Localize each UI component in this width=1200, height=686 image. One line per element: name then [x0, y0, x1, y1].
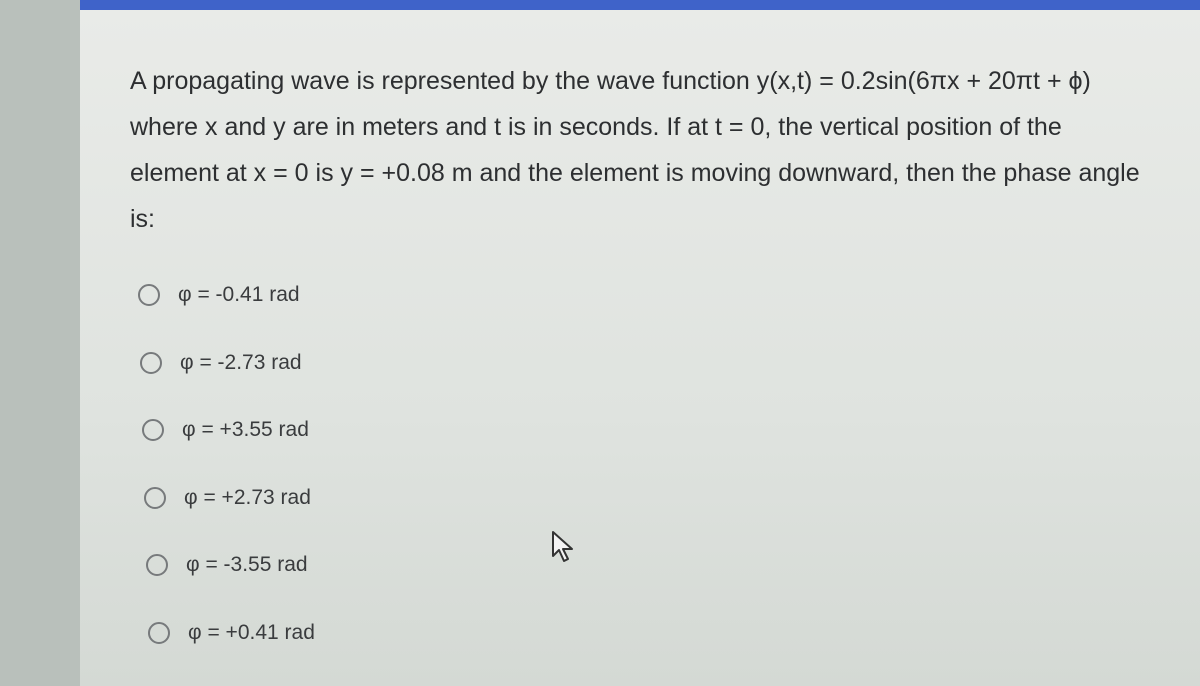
- answer-option[interactable]: φ = -0.41 rad: [138, 280, 300, 310]
- answer-option[interactable]: φ = +3.55 rad: [142, 415, 309, 445]
- option-label[interactable]: φ = -3.55 rad: [186, 553, 308, 576]
- answer-option[interactable]: φ = -3.55 rad: [146, 550, 308, 580]
- option-label[interactable]: φ = +0.41 rad: [188, 620, 315, 644]
- option-label[interactable]: φ = +2.73 rad: [184, 485, 311, 509]
- top-bar: [80, 0, 1200, 10]
- question-card: A propagating wave is represented by the…: [80, 10, 1200, 686]
- option-label[interactable]: φ = +3.55 rad: [182, 418, 309, 441]
- radio-button[interactable]: [144, 486, 166, 509]
- radio-button[interactable]: [140, 351, 162, 374]
- question-text: A propagating wave is represented by the…: [130, 67, 1140, 233]
- option-label[interactable]: φ = -2.73 rad: [180, 350, 302, 374]
- radio-button[interactable]: [148, 621, 170, 644]
- radio-button[interactable]: [142, 419, 164, 441]
- answer-option[interactable]: φ = +0.41 rad: [148, 618, 315, 648]
- mouse-cursor: [552, 531, 573, 562]
- answer-option[interactable]: φ = -2.73 rad: [140, 348, 302, 378]
- radio-button[interactable]: [138, 284, 160, 306]
- answer-option[interactable]: φ = +2.73 rad: [144, 483, 311, 513]
- option-label[interactable]: φ = -0.41 rad: [178, 283, 300, 306]
- radio-button[interactable]: [146, 554, 168, 576]
